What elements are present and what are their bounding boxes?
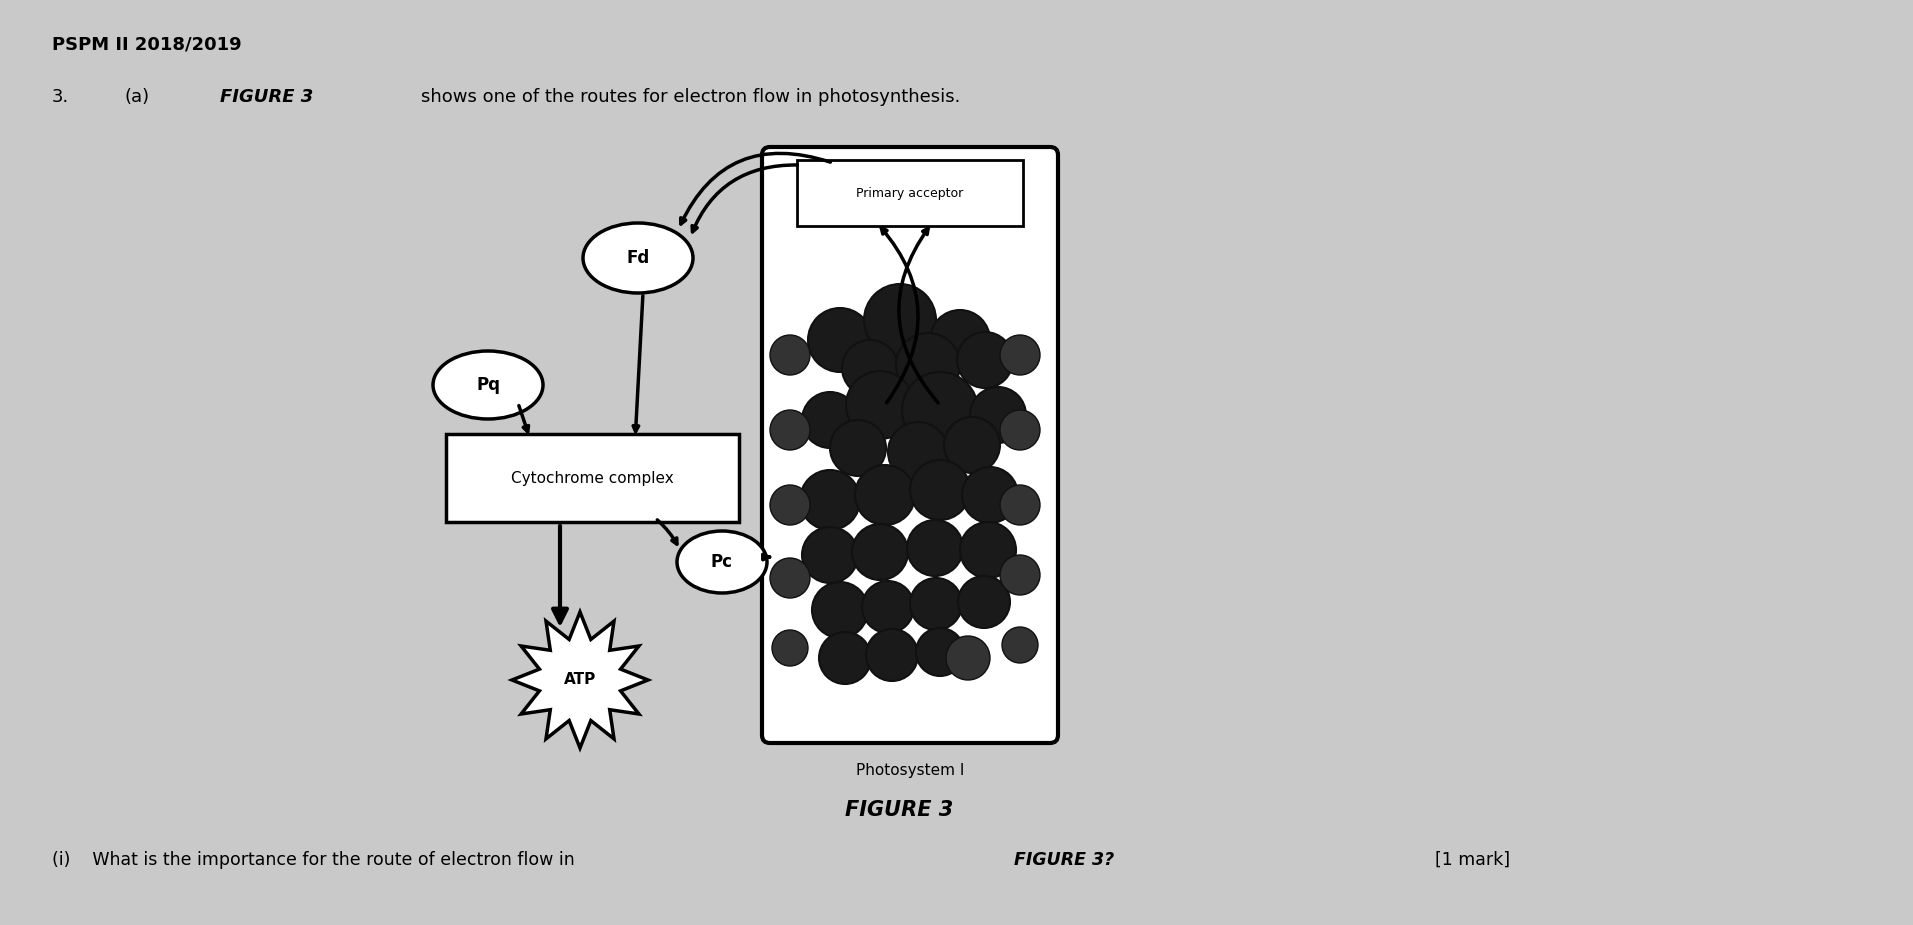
Text: Cytochrome complex: Cytochrome complex <box>511 471 673 486</box>
Text: Pc: Pc <box>712 553 733 571</box>
Text: shows one of the routes for electron flow in photosynthesis.: shows one of the routes for electron flo… <box>421 88 960 105</box>
Circle shape <box>771 485 809 525</box>
Circle shape <box>958 576 1010 628</box>
Circle shape <box>888 422 949 482</box>
Circle shape <box>1000 410 1041 450</box>
FancyBboxPatch shape <box>761 147 1058 743</box>
Circle shape <box>1000 335 1041 375</box>
Text: FIGURE 3: FIGURE 3 <box>220 88 314 105</box>
Circle shape <box>851 524 909 580</box>
Ellipse shape <box>583 223 693 293</box>
Circle shape <box>855 465 914 525</box>
Text: FIGURE 3?: FIGURE 3? <box>1014 851 1113 869</box>
Text: [1 mark]: [1 mark] <box>1435 851 1509 869</box>
Circle shape <box>771 558 809 598</box>
Circle shape <box>1000 555 1041 595</box>
Circle shape <box>867 629 918 681</box>
Circle shape <box>930 310 991 370</box>
Text: Pq: Pq <box>476 376 499 394</box>
Text: Photosystem I: Photosystem I <box>855 763 964 778</box>
Circle shape <box>911 578 962 630</box>
Circle shape <box>1002 627 1039 663</box>
Circle shape <box>943 417 1000 473</box>
Circle shape <box>802 392 859 448</box>
Text: Primary acceptor: Primary acceptor <box>857 187 964 200</box>
Circle shape <box>962 467 1018 523</box>
Circle shape <box>970 387 1025 443</box>
Ellipse shape <box>432 351 543 419</box>
Circle shape <box>811 582 869 638</box>
Circle shape <box>907 520 962 576</box>
Circle shape <box>842 340 897 396</box>
Polygon shape <box>513 612 649 748</box>
Circle shape <box>1000 485 1041 525</box>
Text: 3.: 3. <box>52 88 69 105</box>
Text: PSPM II 2018/2019: PSPM II 2018/2019 <box>52 35 241 53</box>
Text: (a): (a) <box>124 88 149 105</box>
Circle shape <box>895 333 960 397</box>
Circle shape <box>865 284 935 356</box>
Circle shape <box>819 632 870 684</box>
Circle shape <box>807 308 872 372</box>
Circle shape <box>863 581 914 633</box>
Circle shape <box>960 522 1016 578</box>
Text: ATP: ATP <box>564 672 597 687</box>
Circle shape <box>846 371 914 439</box>
Circle shape <box>800 470 861 530</box>
Circle shape <box>771 410 809 450</box>
Circle shape <box>773 630 807 666</box>
FancyBboxPatch shape <box>798 160 1023 226</box>
Circle shape <box>771 335 809 375</box>
Text: Fd: Fd <box>626 249 650 267</box>
Circle shape <box>830 420 886 476</box>
Circle shape <box>903 372 978 448</box>
FancyBboxPatch shape <box>446 434 738 522</box>
Circle shape <box>947 636 991 680</box>
Circle shape <box>956 332 1014 388</box>
Text: (i)    What is the importance for the route of electron flow in: (i) What is the importance for the route… <box>52 851 580 869</box>
Ellipse shape <box>677 531 767 593</box>
Circle shape <box>802 527 859 583</box>
Circle shape <box>916 628 964 676</box>
Text: FIGURE 3: FIGURE 3 <box>846 800 953 820</box>
Circle shape <box>911 460 970 520</box>
